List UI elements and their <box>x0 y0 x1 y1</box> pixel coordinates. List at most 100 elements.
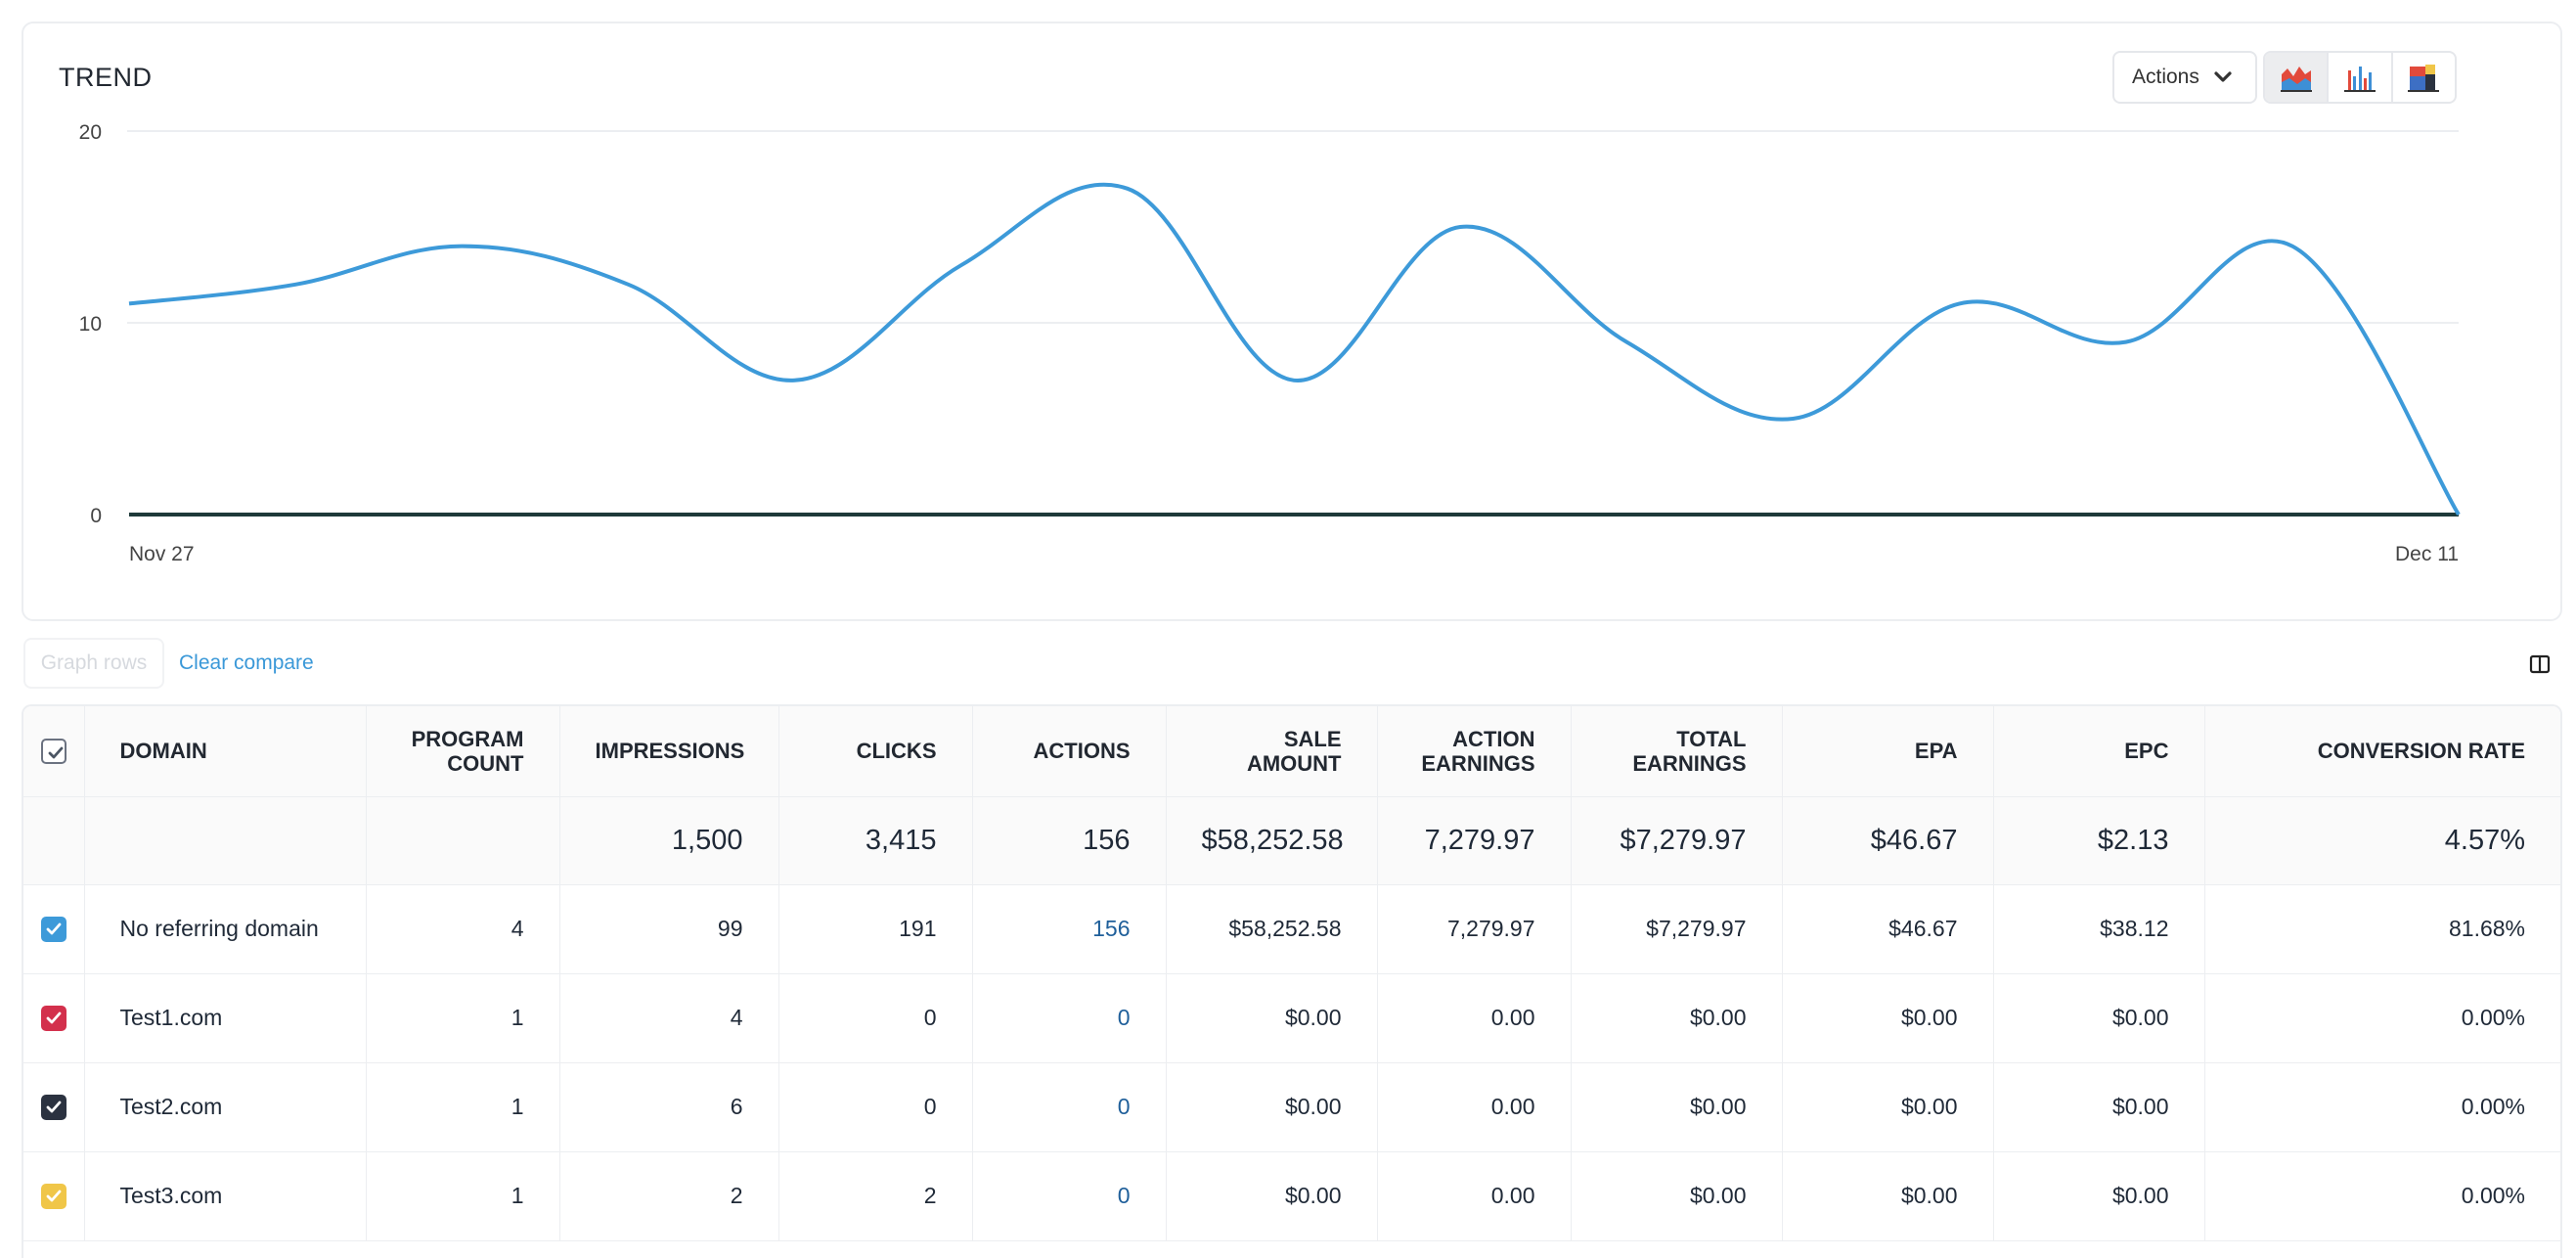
chevron-down-icon <box>2214 71 2232 82</box>
conversion-rate-cell: 0.00% <box>2204 1151 2560 1241</box>
action-earnings-cell: 7,279.97 <box>1377 884 1572 974</box>
domain-cell: Test1.com <box>84 973 367 1063</box>
total-earnings-cell: $7,279.97 <box>1571 884 1783 974</box>
totals-row: 1,500 3,415 156 $58,252.58 7,279.97 $7,2… <box>23 796 2560 885</box>
check-icon <box>48 746 64 759</box>
chart-type-toggle <box>2263 51 2457 104</box>
conversion-rate-cell: 0.00% <box>2204 1062 2560 1152</box>
impressions-cell: 6 <box>559 1062 779 1152</box>
sale-amount-cell: $58,252.58 <box>1166 884 1378 974</box>
area-chart-button[interactable] <box>2265 53 2330 102</box>
row-checkbox[interactable] <box>40 1095 67 1121</box>
total-epc: $2.13 <box>1993 796 2205 885</box>
columns-icon[interactable] <box>2529 653 2551 675</box>
bar-chart-icon <box>2343 67 2376 92</box>
domain-cell: Test2.com <box>84 1062 367 1152</box>
epc-cell: $0.00 <box>1993 973 2205 1063</box>
table-row[interactable]: No referring domain 4 99 191 156 $58,252.58 7,… <box>23 884 2560 974</box>
clear-compare-link[interactable]: Clear compare <box>179 651 314 674</box>
actions-cell[interactable]: 0 <box>972 973 1167 1063</box>
trend-card: TREND Actions <box>22 22 2562 621</box>
epa-cell: $0.00 <box>1782 1151 1994 1241</box>
check-icon <box>46 1101 62 1113</box>
total-program-count <box>366 796 560 885</box>
header-impressions[interactable]: IMPRESSIONS <box>559 706 779 797</box>
header-sale-amount[interactable]: SALE AMOUNT <box>1166 706 1378 797</box>
series-line-0 <box>128 182 2461 517</box>
total-earnings-cell: $0.00 <box>1571 973 1783 1063</box>
y-tick-label-10: 10 <box>79 313 102 336</box>
header-program-count[interactable]: PROGRAM COUNT <box>366 706 560 797</box>
action-earnings-cell: 0.00 <box>1377 1062 1572 1152</box>
impressions-cell: 99 <box>559 884 779 974</box>
x-tick-label-start: Nov 27 <box>129 543 195 565</box>
program-count-cell: 1 <box>366 1062 560 1152</box>
impressions-cell: 4 <box>559 973 779 1063</box>
total-total-earnings: $7,279.97 <box>1571 796 1783 885</box>
epa-cell: $0.00 <box>1782 973 1994 1063</box>
total-earnings-cell: $0.00 <box>1571 1062 1783 1152</box>
total-epa: $46.67 <box>1782 796 1994 885</box>
check-icon <box>46 923 62 935</box>
header-total-earnings[interactable]: TOTAL EARNINGS <box>1571 706 1783 797</box>
stacked-chart-icon <box>2408 65 2440 92</box>
select-all-cell <box>23 706 85 797</box>
actions-cell[interactable]: 0 <box>972 1062 1167 1152</box>
total-actions: 156 <box>972 796 1167 885</box>
x-tick-label-end: Dec 11 <box>2395 543 2459 565</box>
action-earnings-cell: 0.00 <box>1377 973 1572 1063</box>
trend-line-chart: 20 10 0 Nov 27 Dec 11 <box>79 121 2461 565</box>
stacked-chart-button[interactable] <box>2393 53 2455 102</box>
sale-amount-cell: $0.00 <box>1166 973 1378 1063</box>
impressions-cell: 2 <box>559 1151 779 1241</box>
clicks-cell: 0 <box>778 1062 973 1152</box>
actions-dropdown-button[interactable]: Actions <box>2112 51 2257 104</box>
conversion-rate-cell: 81.68% <box>2204 884 2560 974</box>
total-conversion-rate: 4.57% <box>2204 796 2560 885</box>
select-all-checkbox[interactable] <box>40 739 67 765</box>
check-icon <box>46 1191 62 1202</box>
total-sale-amount: $58,252.58 <box>1166 796 1378 885</box>
row-checkbox[interactable] <box>40 1184 67 1210</box>
actions-cell[interactable]: 0 <box>972 1151 1167 1241</box>
y-tick-label-0: 0 <box>90 505 102 527</box>
y-tick-label-20: 20 <box>79 121 102 144</box>
sale-amount-cell: $0.00 <box>1166 1151 1378 1241</box>
domain-table: DOMAIN PROGRAM COUNT IMPRESSIONS CLICKS … <box>22 704 2562 1258</box>
table-row[interactable]: Test2.com 1 6 0 0 $0.00 0.00 $0.00 $0.00 $0.00 0.0… <box>23 1062 2560 1152</box>
header-domain[interactable]: DOMAIN <box>84 706 367 797</box>
table-header-row: DOMAIN PROGRAM COUNT IMPRESSIONS CLICKS … <box>23 706 2560 797</box>
sale-amount-cell: $0.00 <box>1166 1062 1378 1152</box>
bar-chart-button[interactable] <box>2329 53 2393 102</box>
graph-rows-button[interactable]: Graph rows <box>23 638 164 689</box>
epc-cell: $38.12 <box>1993 884 2205 974</box>
conversion-rate-cell: 0.00% <box>2204 973 2560 1063</box>
header-actions[interactable]: ACTIONS <box>972 706 1167 797</box>
header-clicks[interactable]: CLICKS <box>778 706 973 797</box>
domain-cell: Test3.com <box>84 1151 367 1241</box>
total-impressions: 1,500 <box>559 796 779 885</box>
total-earnings-cell: $0.00 <box>1571 1151 1783 1241</box>
row-checkbox[interactable] <box>40 1006 67 1032</box>
epa-cell: $46.67 <box>1782 884 1994 974</box>
check-icon <box>46 1012 62 1024</box>
table-row[interactable]: Test3.com 1 2 2 0 $0.00 0.00 $0.00 $0.00 $0.00 0.0… <box>23 1151 2560 1241</box>
header-action-earnings[interactable]: ACTION EARNINGS <box>1377 706 1572 797</box>
clicks-cell: 0 <box>778 973 973 1063</box>
header-conversion-rate[interactable]: CONVERSION RATE <box>2204 706 2560 797</box>
domain-cell: No referring domain <box>84 884 367 974</box>
header-epa[interactable]: EPA <box>1782 706 1994 797</box>
program-count-cell: 1 <box>366 1151 560 1241</box>
clicks-cell: 191 <box>778 884 973 974</box>
epa-cell: $0.00 <box>1782 1062 1994 1152</box>
row-checkbox[interactable] <box>40 917 67 943</box>
actions-label: Actions <box>2132 66 2199 88</box>
actions-cell[interactable]: 156 <box>972 884 1167 974</box>
total-clicks: 3,415 <box>778 796 973 885</box>
action-earnings-cell: 0.00 <box>1377 1151 1572 1241</box>
table-row[interactable]: Test1.com 1 4 0 0 $0.00 0.00 $0.00 $0.00 $0.00 0.0… <box>23 973 2560 1063</box>
total-action-earnings: 7,279.97 <box>1377 796 1572 885</box>
epc-cell: $0.00 <box>1993 1151 2205 1241</box>
header-epc[interactable]: EPC <box>1993 706 2205 797</box>
area-chart-icon <box>2280 67 2312 92</box>
